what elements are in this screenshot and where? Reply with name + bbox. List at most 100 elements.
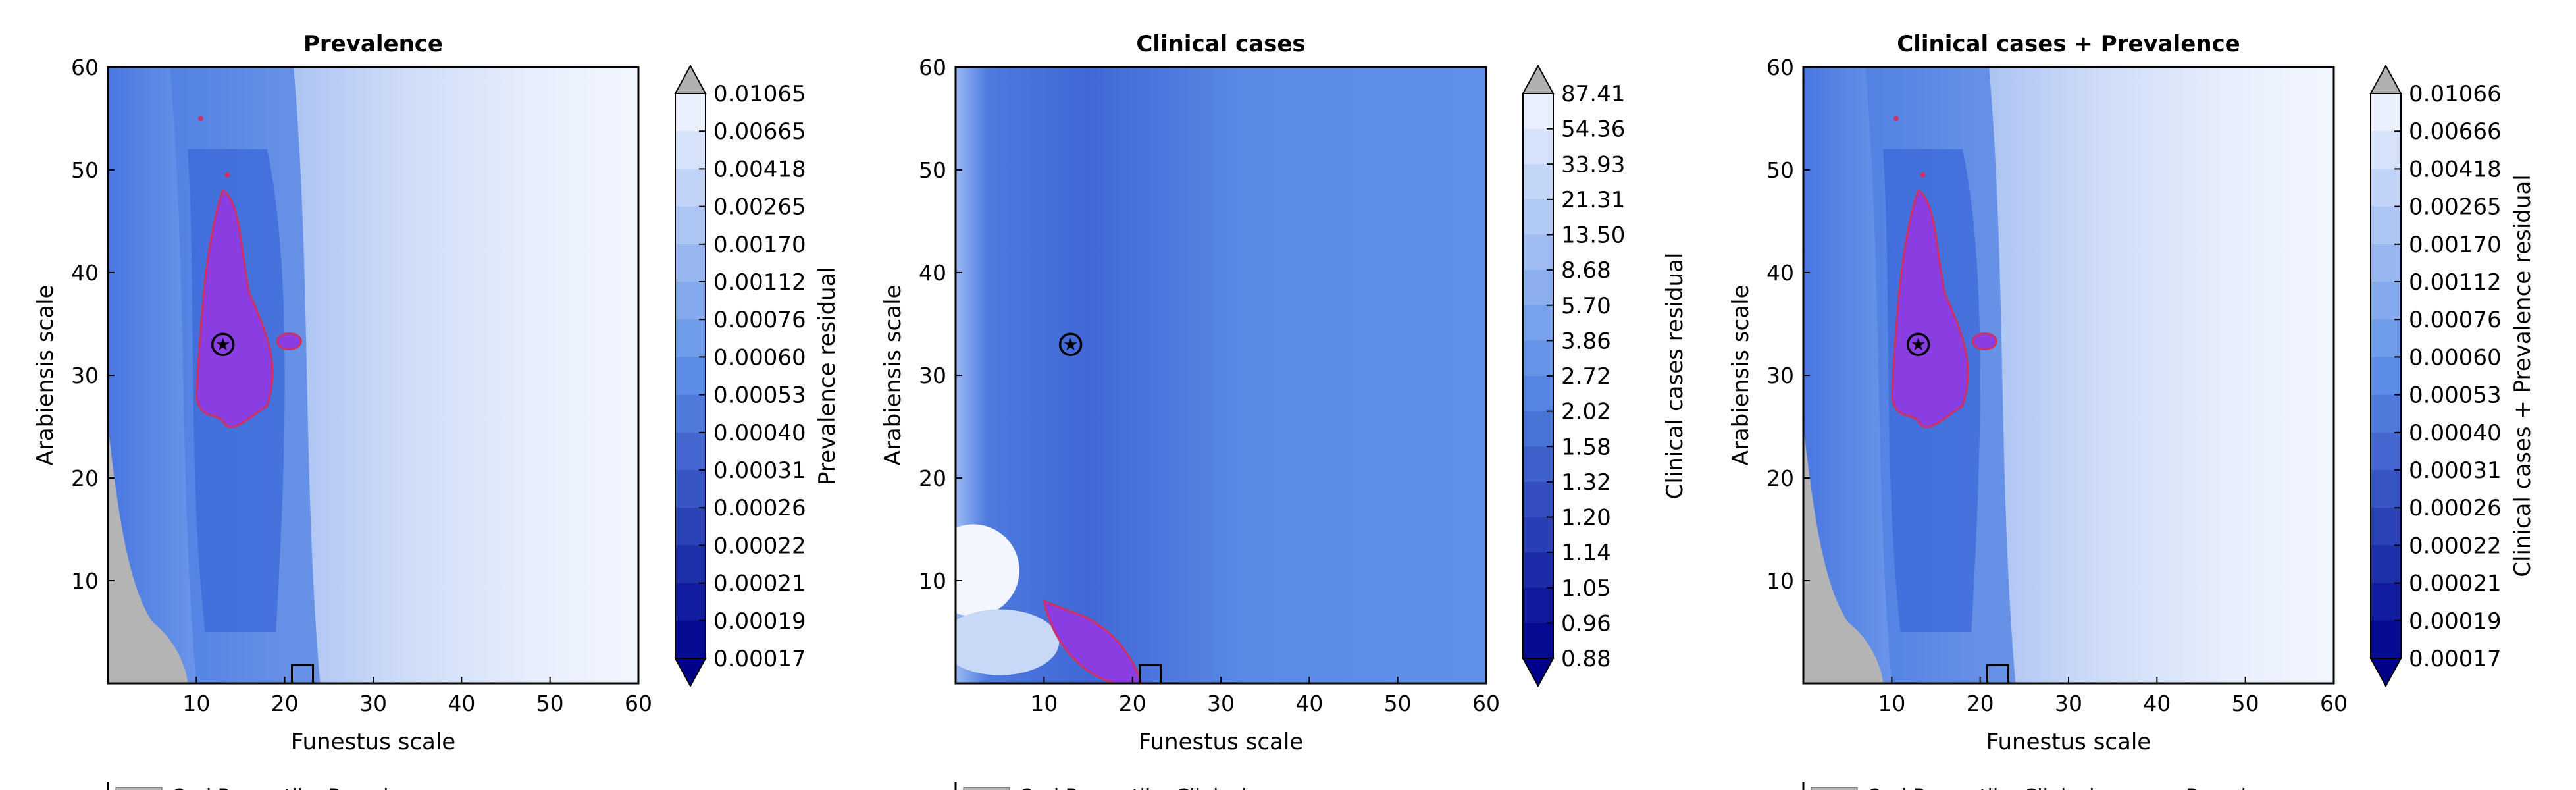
y-tick-label: 40 — [919, 260, 946, 286]
colorbar-segment — [675, 93, 706, 132]
colorbar-segment — [1523, 481, 1553, 517]
square-marker — [1986, 664, 2010, 685]
colorbar-segment — [2371, 432, 2401, 471]
colorbar-under-arrow — [674, 658, 707, 688]
colorbar-segment — [1523, 411, 1553, 447]
panel-title: Clinical cases + Prevalence — [1897, 31, 2240, 57]
colorbar-tick-label: 0.00017 — [713, 646, 806, 672]
y-tick-label: 20 — [71, 465, 99, 491]
square-marker — [291, 664, 315, 685]
panel-prevalence: ★ 10 20 30 40 50 60 10 20 30 40 50 60 Prevalence Funes… — [32, 31, 840, 790]
colorbar-label: Clinical cases + Prevalence residual — [2510, 174, 2536, 577]
colorbar-label: Prevalence residual — [814, 267, 840, 485]
legend-swatch — [1811, 787, 1858, 790]
colorbar-segment — [675, 620, 706, 659]
x-tick-label: 20 — [1119, 691, 1146, 716]
light-patch — [956, 524, 1019, 617]
x-tick-label: 40 — [1295, 691, 1323, 716]
y-tick-label: 60 — [71, 55, 99, 80]
colorbar-tick-label: 0.00060 — [713, 344, 806, 371]
y-tick-label: 40 — [71, 260, 99, 286]
y-tick-label: 30 — [71, 363, 99, 388]
colorbar-tick-label: 3.86 — [1561, 328, 1611, 354]
colorbar-segment — [2371, 93, 2401, 132]
colorbar-segment — [1523, 623, 1553, 659]
contour-field — [108, 67, 638, 683]
x-axis-label: Funestus scale — [1139, 729, 1303, 755]
x-tick-label: 10 — [1878, 691, 1905, 716]
colorbar-tick-label: 0.00031 — [713, 458, 806, 484]
colorbar-tick-label: 0.00026 — [2409, 495, 2502, 521]
colorbar-under-arrow — [2369, 658, 2402, 688]
colorbar-segment — [675, 131, 706, 169]
colorbar-segment — [675, 357, 706, 396]
colorbar-segment — [675, 206, 706, 245]
colorbar-tick-label: 1.20 — [1561, 505, 1611, 531]
y-tick-label: 10 — [919, 568, 946, 594]
x-tick-label: 30 — [1207, 691, 1235, 716]
colorbar-tick-label: 0.00170 — [2409, 232, 2502, 258]
colorbar-segment — [675, 432, 706, 471]
colorbar-segment — [1523, 199, 1553, 235]
colorbar-tick-label: 8.68 — [1561, 257, 1611, 284]
colorbar-segment — [675, 244, 706, 282]
contour-dot — [1920, 172, 1926, 178]
y-tick-label: 60 — [919, 55, 946, 80]
gray-region — [108, 427, 188, 683]
colorbar-label: Clinical cases residual — [1662, 253, 1688, 500]
star-marker-ring — [1906, 332, 1930, 356]
y-tick-label: 40 — [1766, 260, 1794, 286]
colorbar-segment — [1523, 270, 1553, 306]
colorbar-tick-label: 0.00022 — [713, 533, 806, 559]
colorbar-tick-label: 0.00040 — [713, 420, 806, 446]
y-tick-label: 30 — [1766, 363, 1794, 388]
legend-swatch — [963, 787, 1010, 790]
colorbar-segment — [675, 470, 706, 508]
colorbar-tick-label: 33.93 — [1561, 151, 1625, 178]
colorbar-segment — [2371, 319, 2401, 357]
colorbar-segment — [2371, 357, 2401, 396]
colorbar-tick-label: 2.72 — [1561, 363, 1611, 390]
y-tick-label: 10 — [1766, 568, 1794, 594]
x-tick-label: 50 — [536, 691, 564, 716]
x-tick-label: 30 — [359, 691, 387, 716]
star-marker-ring — [1058, 332, 1083, 356]
x-tick-label: 50 — [2232, 691, 2259, 716]
colorbar-tick-label: 87.41 — [1561, 81, 1625, 107]
colorbar-tick-label: 0.00076 — [713, 307, 806, 333]
colorbar-segment — [2371, 583, 2401, 621]
colorbar-segment — [1523, 446, 1553, 483]
colorbar-segment — [2371, 206, 2401, 245]
colorbar-segment — [1523, 164, 1553, 200]
colorbar-segment — [1523, 305, 1553, 341]
colorbar-segment — [2371, 131, 2401, 169]
field-background — [956, 67, 1486, 683]
y-tick-label: 50 — [71, 157, 99, 183]
star-marker: ★ — [215, 335, 230, 355]
colorbar-tick-label: 0.00112 — [2409, 269, 2502, 296]
colorbar-tick-label: 0.00060 — [2409, 344, 2502, 371]
y-tick-label: 60 — [1766, 55, 1794, 80]
colorbar-tick-label: 0.00053 — [713, 382, 806, 409]
colorbar-tick-label: 0.00021 — [713, 571, 806, 597]
colorbar-tick-label: 1.58 — [1561, 434, 1611, 460]
colorbar-segment — [675, 319, 706, 357]
colorbar-over-arrow — [674, 64, 707, 94]
contour-field — [1803, 67, 2334, 683]
panel-title: Clinical cases — [1136, 31, 1305, 57]
colorbar-segment — [1523, 376, 1553, 412]
colorbar-over-arrow — [2369, 64, 2402, 94]
colorbar-segment — [2371, 508, 2401, 546]
colorbar-tick-label: 0.00017 — [2409, 646, 2502, 672]
colorbar-tick-label: 0.01066 — [2409, 81, 2502, 107]
x-tick-label: 60 — [2320, 691, 2348, 716]
square-marker — [1139, 664, 1162, 685]
colorbar-tick-label: 0.00170 — [713, 232, 806, 258]
colorbar-tick-label: 0.00076 — [2409, 307, 2502, 333]
colorbar-tick-label: 0.00022 — [2409, 533, 2502, 559]
x-tick-label: 10 — [1030, 691, 1058, 716]
purple-contour-region — [1890, 188, 1969, 428]
x-tick-label: 40 — [448, 691, 475, 716]
colorbar-segment — [2371, 282, 2401, 320]
